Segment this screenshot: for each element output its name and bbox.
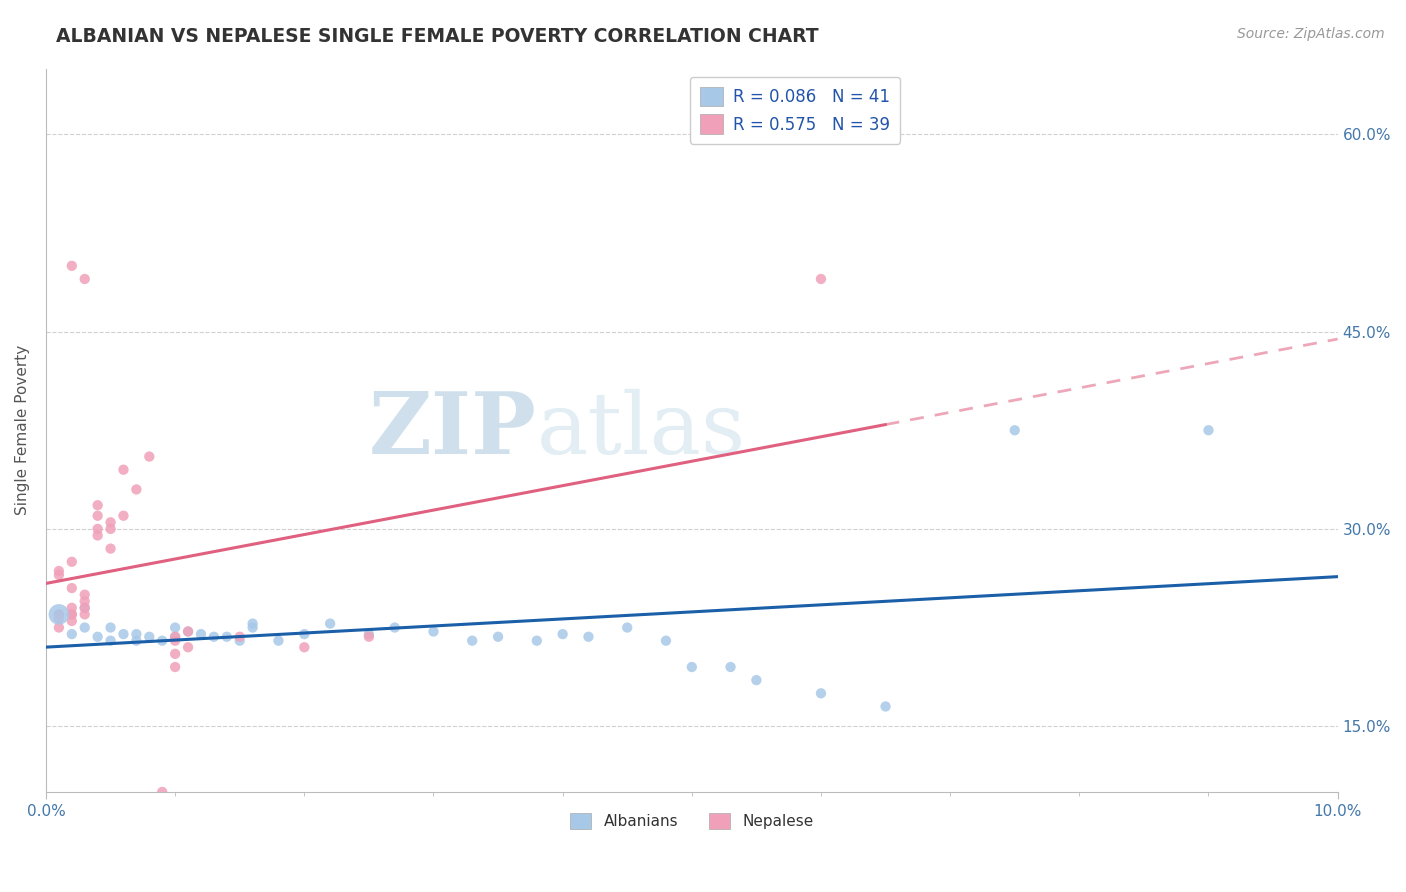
Point	[150, 785, 173, 799]
Point	[165, 621, 187, 635]
Point	[60, 627, 83, 641]
Point	[86, 522, 108, 536]
Point	[48, 607, 70, 622]
Point	[165, 660, 187, 674]
Point	[215, 630, 238, 644]
Point	[125, 633, 148, 648]
Point	[73, 594, 96, 608]
Point	[48, 564, 70, 578]
Point	[100, 541, 122, 556]
Point	[48, 607, 70, 622]
Point	[100, 633, 122, 648]
Point	[681, 660, 703, 674]
Point	[165, 630, 187, 644]
Point	[177, 624, 200, 639]
Point	[125, 627, 148, 641]
Point	[112, 463, 135, 477]
Point	[138, 450, 160, 464]
Point	[292, 627, 315, 641]
Point	[165, 630, 187, 644]
Point	[73, 607, 96, 622]
Point	[73, 272, 96, 286]
Point	[86, 630, 108, 644]
Point	[112, 508, 135, 523]
Point	[292, 640, 315, 655]
Point	[138, 630, 160, 644]
Point	[100, 516, 122, 530]
Point	[60, 581, 83, 595]
Point	[60, 259, 83, 273]
Point	[73, 621, 96, 635]
Point	[810, 272, 832, 286]
Point	[810, 686, 832, 700]
Point	[60, 555, 83, 569]
Point	[202, 630, 225, 644]
Point	[125, 483, 148, 497]
Point	[150, 633, 173, 648]
Point	[228, 630, 250, 644]
Point	[60, 614, 83, 628]
Point	[48, 621, 70, 635]
Point	[177, 640, 200, 655]
Point	[267, 633, 290, 648]
Point	[616, 621, 638, 635]
Point	[73, 588, 96, 602]
Point	[86, 508, 108, 523]
Point	[48, 568, 70, 582]
Text: atlas: atlas	[537, 389, 747, 472]
Point	[551, 627, 574, 641]
Point	[86, 528, 108, 542]
Point	[165, 633, 187, 648]
Point	[578, 630, 600, 644]
Point	[100, 621, 122, 635]
Point	[1004, 423, 1026, 437]
Point	[1198, 423, 1220, 437]
Point	[357, 630, 380, 644]
Point	[242, 621, 264, 635]
Point	[384, 621, 406, 635]
Point	[486, 630, 509, 644]
Point	[526, 633, 548, 648]
Point	[73, 600, 96, 615]
Point	[319, 616, 342, 631]
Point	[655, 633, 678, 648]
Point	[48, 607, 70, 622]
Point	[242, 616, 264, 631]
Y-axis label: Single Female Poverty: Single Female Poverty	[15, 345, 30, 516]
Point	[875, 699, 897, 714]
Point	[165, 647, 187, 661]
Point	[461, 633, 484, 648]
Text: ALBANIAN VS NEPALESE SINGLE FEMALE POVERTY CORRELATION CHART: ALBANIAN VS NEPALESE SINGLE FEMALE POVER…	[56, 27, 818, 45]
Point	[177, 624, 200, 639]
Point	[100, 522, 122, 536]
Point	[228, 633, 250, 648]
Point	[112, 627, 135, 641]
Point	[60, 607, 83, 622]
Text: ZIP: ZIP	[368, 388, 537, 472]
Point	[422, 624, 444, 639]
Point	[60, 607, 83, 622]
Point	[48, 611, 70, 625]
Point	[73, 600, 96, 615]
Text: Source: ZipAtlas.com: Source: ZipAtlas.com	[1237, 27, 1385, 41]
Point	[720, 660, 742, 674]
Point	[86, 498, 108, 512]
Point	[745, 673, 768, 688]
Point	[357, 627, 380, 641]
Point	[190, 627, 212, 641]
Point	[60, 600, 83, 615]
Legend: Albanians, Nepalese: Albanians, Nepalese	[564, 806, 820, 835]
